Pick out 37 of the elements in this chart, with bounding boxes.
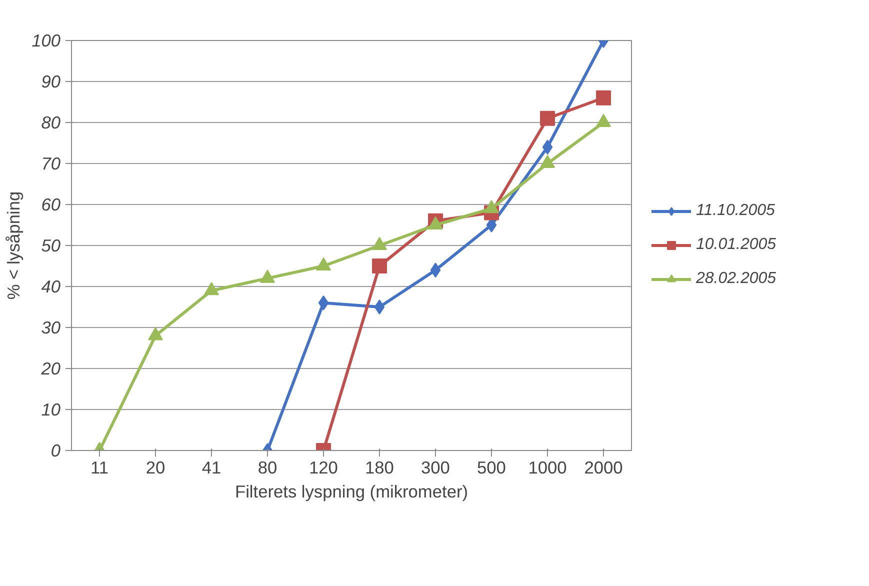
legend-label: 10.01.2005 bbox=[696, 236, 776, 254]
x-tick-label: 180 bbox=[365, 458, 394, 478]
x-tick-label: 41 bbox=[202, 458, 222, 478]
point bbox=[484, 200, 499, 214]
point bbox=[148, 327, 163, 340]
point bbox=[596, 90, 611, 106]
y-tick-label: 90 bbox=[41, 72, 61, 92]
y-tick-label: 10 bbox=[41, 400, 61, 420]
point bbox=[316, 257, 331, 271]
x-tick-label: 1000 bbox=[528, 458, 567, 478]
point bbox=[428, 216, 443, 230]
y-tick-label: 0 bbox=[50, 440, 61, 460]
point bbox=[540, 154, 555, 168]
y-tick-label: 80 bbox=[41, 112, 61, 132]
y-tick-label: 50 bbox=[41, 236, 61, 256]
x-tick-label: 80 bbox=[258, 458, 278, 478]
y-tick-label: 60 bbox=[41, 194, 61, 214]
point bbox=[204, 282, 219, 296]
point bbox=[260, 270, 275, 283]
legend-label: 28.02.2005 bbox=[696, 270, 776, 288]
point bbox=[372, 236, 387, 250]
x-tick-label: 20 bbox=[146, 458, 166, 478]
y-tick-label: 20 bbox=[40, 358, 61, 378]
y-tick-label: 70 bbox=[41, 154, 61, 174]
x-tick-label: 120 bbox=[309, 458, 338, 478]
y-tick-label: 40 bbox=[41, 276, 61, 296]
point bbox=[540, 110, 555, 126]
legend-label: 11.10.2005 bbox=[696, 202, 775, 220]
x-tick-label: 2000 bbox=[584, 458, 623, 478]
y-tick-label: 100 bbox=[32, 30, 61, 50]
x-tick-label: 500 bbox=[477, 458, 506, 478]
x-tick-label: 11 bbox=[90, 458, 109, 478]
point bbox=[542, 140, 553, 155]
x-tick-label: 300 bbox=[421, 458, 450, 478]
y-tick-label: 30 bbox=[41, 318, 61, 338]
y-axis-title: % < lysåpning bbox=[4, 191, 24, 300]
x-axis-title: Filterets lyspning (mikrometer) bbox=[234, 482, 468, 502]
